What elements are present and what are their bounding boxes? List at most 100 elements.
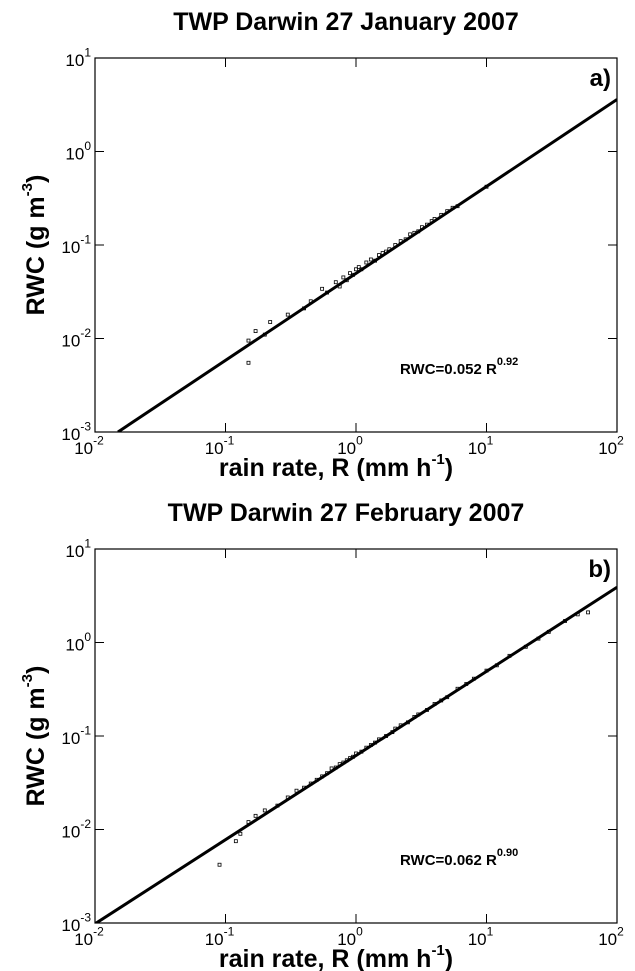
superscript: -3: [80, 419, 91, 433]
point: [333, 280, 338, 285]
point: [341, 275, 346, 280]
superscript: 2: [617, 433, 624, 447]
text-part: 10: [74, 930, 93, 949]
text-part: 10: [61, 238, 80, 257]
y-tick-label: 10-3: [61, 910, 91, 935]
superscript: 0: [356, 924, 363, 938]
superscript: 1: [487, 433, 494, 447]
superscript: 0.92: [497, 356, 518, 368]
superscript: 2: [617, 924, 624, 938]
y-tick-label: 10-1: [61, 723, 91, 748]
point: [253, 329, 258, 333]
text-part: 10: [65, 542, 84, 561]
superscript: 1: [84, 45, 91, 59]
y-tick-label: 10-2: [61, 817, 91, 842]
superscript: -2: [93, 924, 104, 938]
point: [368, 257, 373, 262]
point: [217, 862, 222, 867]
fit-line: [117, 98, 617, 432]
superscript: -1: [224, 924, 235, 938]
panel-label: a): [590, 65, 611, 92]
text-part: 10: [337, 930, 356, 949]
superscript: 0: [84, 139, 91, 153]
text-part: rain rate, R (mm h: [219, 454, 432, 482]
point: [285, 312, 290, 317]
text-part: RWC=0.052 R: [400, 361, 497, 378]
text-part: 10: [61, 916, 80, 935]
superscript: -2: [80, 326, 91, 340]
y-axis-label: RWC (g m-3): [19, 666, 50, 807]
superscript: 0: [356, 433, 363, 447]
fit-line: [95, 585, 617, 923]
text-part: rain rate, R (mm h: [219, 945, 432, 971]
text-part: RWC=0.062 R: [400, 852, 497, 869]
superscript: -1: [431, 451, 444, 468]
superscript: -2: [93, 433, 104, 447]
text-part: 10: [468, 930, 487, 949]
y-tick-label: 101: [65, 45, 91, 70]
superscript: -1: [431, 942, 444, 959]
y-tick-label: 10-1: [61, 232, 91, 257]
text-part: RWC (g m: [22, 196, 50, 315]
text-part: 10: [205, 439, 224, 458]
point: [364, 260, 369, 265]
y-tick-label: 100: [65, 139, 91, 164]
superscript: -1: [224, 433, 235, 447]
x-tick-label: 10-2: [74, 433, 104, 458]
chart-title: TWP Darwin 27 January 2007: [173, 8, 519, 36]
x-tick-label: 10-1: [205, 924, 235, 949]
text-part: 10: [61, 823, 80, 842]
x-axis-label: rain rate, R (mm h-1): [219, 451, 453, 482]
point: [246, 360, 251, 365]
point: [233, 839, 238, 844]
superscript: 1: [84, 536, 91, 550]
annotation: RWC=0.062 R0.90: [400, 847, 518, 869]
superscript: 0: [84, 630, 91, 644]
text-part: 10: [74, 439, 93, 458]
text-part: 10: [61, 729, 80, 748]
point: [262, 808, 267, 813]
point: [586, 610, 590, 615]
superscript: -3: [80, 910, 91, 924]
text-part: 10: [65, 636, 84, 655]
y-axis-label: RWC (g m-3): [19, 175, 50, 316]
superscript: -3: [19, 183, 36, 196]
x-tick-label: 100: [337, 924, 363, 949]
point: [348, 271, 352, 276]
x-axis-label: rain rate, R (mm h-1): [219, 942, 453, 971]
text-part: ): [445, 945, 453, 971]
text-part: ): [22, 666, 50, 674]
annotation: RWC=0.052 R0.92: [400, 356, 518, 378]
text-part: 10: [61, 332, 80, 351]
y-tick-label: 101: [65, 536, 91, 561]
point: [356, 265, 361, 270]
plot-frame: [94, 57, 618, 433]
x-tick-label: 102: [598, 924, 624, 949]
text-part: ): [22, 175, 50, 183]
x-tick-label: 10-2: [74, 924, 104, 949]
plot-frame: [94, 548, 618, 924]
point: [268, 320, 273, 324]
text-part: ): [445, 454, 453, 482]
text-part: 10: [65, 145, 84, 164]
point: [238, 831, 243, 836]
point: [246, 338, 251, 343]
y-tick-label: 100: [65, 630, 91, 655]
superscript: -3: [19, 674, 36, 687]
text-part: 10: [65, 51, 84, 70]
y-tick-label: 10-2: [61, 326, 91, 351]
x-tick-label: 10-1: [205, 433, 235, 458]
text-part: 10: [337, 439, 356, 458]
chart-title: TWP Darwin 27 February 2007: [168, 499, 525, 527]
point: [253, 813, 258, 818]
point: [354, 267, 358, 272]
superscript: -1: [80, 232, 91, 246]
text-part: RWC (g m: [22, 687, 50, 806]
x-tick-label: 101: [468, 924, 494, 949]
text-part: 10: [61, 425, 80, 444]
text-part: 10: [205, 930, 224, 949]
panel-label: b): [588, 556, 611, 583]
